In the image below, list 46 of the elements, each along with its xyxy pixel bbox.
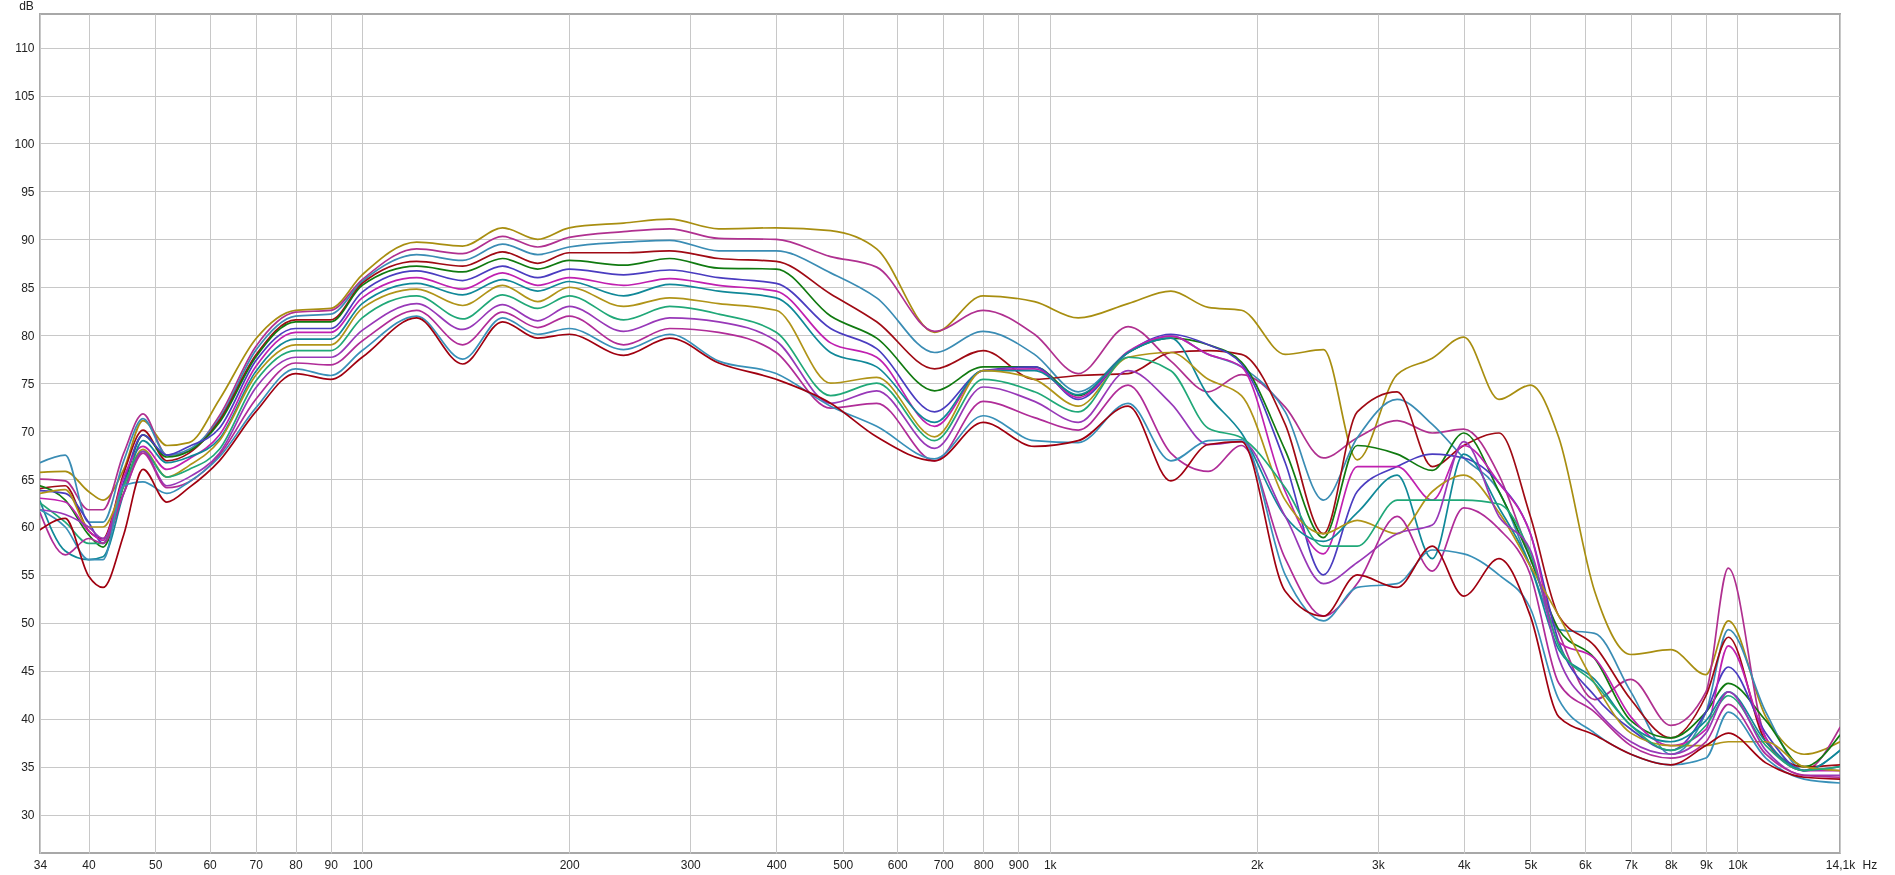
x-tick-label: 3k <box>1372 857 1386 872</box>
x-tick-label: 100 <box>352 857 373 872</box>
x-tick-label: 400 <box>766 857 787 872</box>
x-axis-title: Hz <box>1862 857 1878 872</box>
x-tick-label: 600 <box>887 857 909 872</box>
y-tick-label: 40 <box>21 712 35 727</box>
y-axis-title: dB <box>19 0 34 13</box>
x-tick-label: 6k <box>1579 857 1593 872</box>
y-tick-label: 110 <box>15 41 35 56</box>
y-tick-label: 75 <box>21 376 35 391</box>
x-tick-label: 60 <box>203 857 218 872</box>
x-tick-label: 10k <box>1728 857 1749 872</box>
x-tick-label: 700 <box>933 857 955 872</box>
y-tick-label: 100 <box>14 136 35 151</box>
x-tick-label: 1k <box>1043 857 1058 872</box>
x-tick-label: 7k <box>1625 857 1639 872</box>
y-tick-label: 105 <box>14 89 35 103</box>
y-tick-label: 45 <box>21 664 35 679</box>
x-tick-label: 80 <box>289 857 304 872</box>
x-tick-label: 5k <box>1524 857 1539 872</box>
x-tick-label: 90 <box>324 857 339 872</box>
x-tick-label: 9k <box>1700 857 1714 872</box>
x-tick-label: 70 <box>249 857 264 872</box>
x-tick-label: 200 <box>559 857 580 872</box>
y-tick-label: 65 <box>21 472 35 487</box>
y-tick-label: 50 <box>21 616 35 631</box>
y-tick-label: 55 <box>21 568 35 583</box>
x-tick-label: 2k <box>1250 857 1265 872</box>
x-tick-label: 800 <box>973 857 994 872</box>
y-tick-label: 90 <box>21 232 35 247</box>
x-tick-label: 50 <box>148 857 163 872</box>
x-tick-label: 40 <box>82 857 97 872</box>
y-tick-label: 60 <box>21 520 35 535</box>
y-tick-label: 30 <box>21 808 35 823</box>
x-tick-label: 300 <box>680 857 702 872</box>
y-tick-label: 85 <box>21 280 35 295</box>
y-tick-label: 95 <box>21 184 35 199</box>
x-tick-label: 900 <box>1008 857 1030 872</box>
x-tick-label: 14,1k <box>1825 857 1857 872</box>
x-tick-label: 500 <box>833 857 854 872</box>
y-tick-label: 70 <box>21 424 35 439</box>
x-tick-label: 34 <box>33 857 48 872</box>
x-tick-label: 4k <box>1457 857 1472 872</box>
y-tick-label: 35 <box>21 760 35 775</box>
y-tick-label: 80 <box>21 328 35 343</box>
x-tick-label: 8k <box>1664 857 1679 872</box>
